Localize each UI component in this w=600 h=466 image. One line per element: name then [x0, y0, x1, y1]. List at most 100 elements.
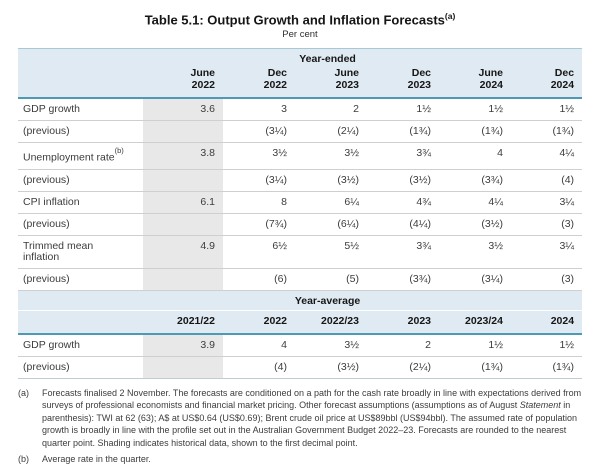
row-label: Trimmed mean inflation — [18, 234, 143, 269]
value-cell: 4¼ — [511, 142, 583, 170]
value-cell: 3½ — [223, 142, 295, 170]
value-cell: (3½) — [439, 212, 511, 236]
col-header-2021-22: 2021/22 — [143, 309, 223, 335]
table-title-footnote-marker: (a) — [444, 11, 456, 21]
footnotes: (a) Forecasts finalised 2 November. The … — [18, 387, 582, 466]
value-cell: (1¾) — [439, 355, 511, 379]
value-cell: (4) — [511, 168, 583, 192]
value-cell-historical — [143, 212, 223, 236]
year-ended-body: GDP growth 3.6 3 2 1½ 1½ 1½ (previous) (… — [18, 97, 583, 291]
row-label: (previous) — [18, 212, 143, 236]
value-cell: 1½ — [511, 97, 583, 121]
col-header-dec-2023: Dec 2023 — [367, 66, 439, 100]
year-average-column-headers: 2021/22 2022 2022/23 2023 2023/24 2024 — [18, 309, 583, 335]
value-cell: 4 — [223, 333, 295, 357]
col-header-june-2022: June 2022 — [143, 66, 223, 100]
value-cell: 3¼ — [511, 190, 583, 214]
value-cell-historical: 3.9 — [143, 333, 223, 357]
value-cell: (1¾) — [511, 355, 583, 379]
table-title: Table 5.1: Output Growth and Inflation F… — [0, 0, 600, 27]
footnote-marker-b: (b) — [114, 146, 124, 156]
value-cell: 4¾ — [367, 190, 439, 214]
row-label: (previous) — [18, 355, 143, 379]
value-cell: (1¾) — [367, 120, 439, 143]
empty-label-header — [18, 66, 143, 100]
forecast-table: Year-ended June 2022 Dec 2022 June 2023 Dec… — [18, 48, 583, 379]
value-cell-historical: 3.8 — [143, 142, 223, 170]
value-cell-historical — [143, 267, 223, 291]
value-cell-historical — [143, 120, 223, 143]
year-average-section: Year-average 2021/22 2022 2022/23 2023 2… — [18, 289, 583, 379]
value-cell: (1¾) — [511, 120, 583, 143]
value-cell: (3¾) — [439, 168, 511, 192]
empty-label-header — [18, 309, 143, 335]
footnote-b: (b) Average rate in the quarter. — [18, 453, 582, 466]
value-cell-historical — [143, 168, 223, 192]
row-gdp-previous-average: (previous) (4) (3½) (2¼) (1¾) (1¾) — [18, 355, 583, 379]
row-label: GDP growth — [18, 333, 143, 357]
value-cell: 6½ — [223, 234, 295, 269]
year-ended-band-title: Year-ended — [18, 48, 583, 67]
value-cell: (3½) — [367, 168, 439, 192]
row-label: (previous) — [18, 168, 143, 192]
value-cell: 3 — [223, 97, 295, 121]
value-cell: 3½ — [439, 234, 511, 269]
value-cell: 4 — [439, 142, 511, 170]
footnote-a: (a) Forecasts finalised 2 November. The … — [18, 387, 582, 450]
value-cell: 3½ — [295, 142, 367, 170]
row-cpi-previous: (previous) (7¾) (6¼) (4¼) (3½) (3) — [18, 212, 583, 236]
value-cell-historical — [143, 355, 223, 379]
value-cell: (3¼) — [439, 267, 511, 291]
col-header-2024: 2024 — [511, 309, 583, 335]
value-cell: (3) — [511, 212, 583, 236]
row-label: (previous) — [18, 120, 143, 143]
value-cell: (2¼) — [367, 355, 439, 379]
value-cell: 3¾ — [367, 142, 439, 170]
row-cpi-inflation: CPI inflation 6.1 8 6¼ 4¾ 4¼ 3¼ — [18, 190, 583, 214]
value-cell: 1½ — [511, 333, 583, 357]
value-cell: 8 — [223, 190, 295, 214]
col-header-june-2023: June 2023 — [295, 66, 367, 100]
value-cell: (7¾) — [223, 212, 295, 236]
value-cell: 2 — [295, 97, 367, 121]
value-cell: (6¼) — [295, 212, 367, 236]
col-header-2023: 2023 — [367, 309, 439, 335]
year-ended-header: Year-ended June 2022 Dec 2022 June 2023 Dec… — [18, 48, 583, 100]
value-cell: (2¼) — [295, 120, 367, 143]
row-trimmed-mean-inflation: Trimmed mean inflation 4.9 6½ 5½ 3¾ 3½ 3¼ — [18, 234, 583, 269]
value-cell: 1½ — [439, 333, 511, 357]
value-cell-historical: 3.6 — [143, 97, 223, 121]
footnote-a-marker: (a) — [18, 387, 29, 398]
value-cell-historical: 6.1 — [143, 190, 223, 214]
year-average-band-row: Year-average — [18, 289, 583, 311]
value-cell: (3¼) — [223, 120, 295, 143]
row-gdp-growth-average: GDP growth 3.9 4 3½ 2 1½ 1½ — [18, 333, 583, 357]
col-header-dec-2024: Dec 2024 — [511, 66, 583, 100]
year-ended-column-headers: June 2022 Dec 2022 June 2023 Dec 2023 June 20… — [18, 66, 583, 100]
value-cell: (4¼) — [367, 212, 439, 236]
col-header-june-2024: June 2024 — [439, 66, 511, 100]
value-cell: (3½) — [295, 168, 367, 192]
footnote-b-text: Average rate in the quarter. — [42, 454, 151, 465]
value-cell: (6) — [223, 267, 295, 291]
row-label: (previous) — [18, 267, 143, 291]
value-cell: (3½) — [295, 355, 367, 379]
value-cell: 3½ — [295, 333, 367, 357]
row-label: Unemployment rate(b) — [18, 142, 143, 170]
value-cell: 5½ — [295, 234, 367, 269]
value-cell: 1½ — [439, 97, 511, 121]
row-unemployment-previous: (previous) (3¼) (3½) (3½) (3¾) (4) — [18, 168, 583, 192]
col-header-2022-23: 2022/23 — [295, 309, 367, 335]
value-cell: 4¼ — [439, 190, 511, 214]
value-cell: (5) — [295, 267, 367, 291]
row-gdp-growth: GDP growth 3.6 3 2 1½ 1½ 1½ — [18, 97, 583, 121]
value-cell: (3¼) — [223, 168, 295, 192]
value-cell: 1½ — [367, 97, 439, 121]
row-label: CPI inflation — [18, 190, 143, 214]
row-unemployment-rate: Unemployment rate(b) 3.8 3½ 3½ 3¾ 4 4¼ — [18, 142, 583, 170]
col-header-dec-2022: Dec 2022 — [223, 66, 295, 100]
row-gdp-previous: (previous) (3¼) (2¼) (1¾) (1¾) (1¾) — [18, 120, 583, 143]
value-cell: 3¼ — [511, 234, 583, 269]
table-title-text: Table 5.1: Output Growth and Inflation F… — [144, 12, 445, 28]
